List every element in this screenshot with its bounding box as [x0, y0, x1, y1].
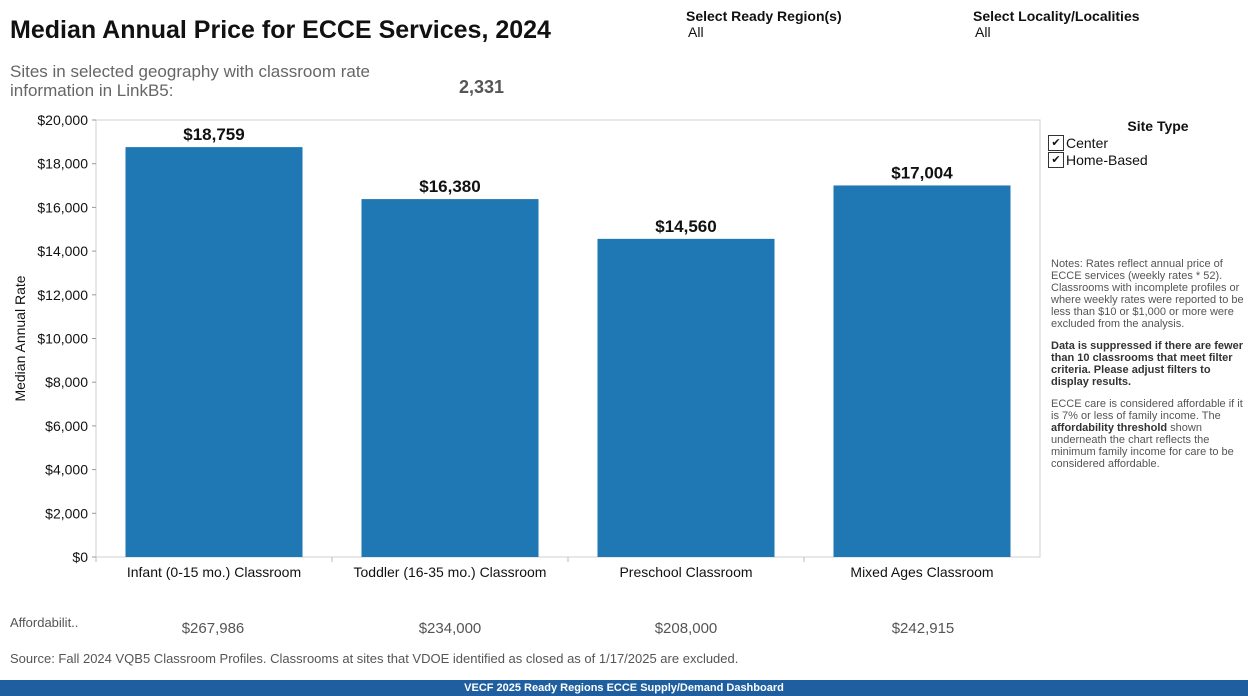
bar-chart: $0 $2,000 $4,000 $6,000 $8,000 $10,000 $12,000… — [12, 112, 1041, 580]
dashboard-footer: VECF 2025 Ready Regions ECCE Supply/Dema… — [0, 680, 1248, 696]
x-axis: Infant (0-15 mo.) Classroom Toddler (16-3… — [95, 557, 994, 580]
affordability-label: Affordabilit.. — [10, 615, 79, 630]
legend-item-home-based[interactable]: ✔ Home-Based — [1048, 152, 1238, 168]
locality-filter-value[interactable]: All — [975, 24, 991, 40]
legend-item-label: Home-Based — [1066, 152, 1148, 168]
region-filter-value[interactable]: All — [688, 24, 704, 40]
site-type-legend: Site Type ✔ Center ✔ Home-Based — [1048, 118, 1238, 168]
bar[interactable] — [125, 147, 303, 557]
locality-filter-label: Select Locality/Localities — [973, 8, 1140, 24]
bar-value-label: $14,560 — [655, 217, 716, 236]
notes-panel: Notes: Rates reflect annual price of ECC… — [1051, 258, 1247, 480]
affordability-value: $234,000 — [418, 620, 482, 637]
legend-item-center[interactable]: ✔ Center — [1048, 135, 1238, 151]
affordability-value: $242,915 — [891, 620, 955, 637]
affordability-value: $208,000 — [654, 620, 718, 637]
x-tick-label: Preschool Classroom — [619, 564, 752, 580]
bar-value-label: $17,004 — [891, 163, 953, 182]
y-tick-label: $4,000 — [45, 462, 88, 478]
bar[interactable] — [833, 185, 1011, 558]
y-tick-label: $8,000 — [45, 374, 88, 390]
region-filter-label: Select Ready Region(s) — [686, 8, 842, 24]
page-title: Median Annual Price for ECCE Services, 2… — [10, 16, 551, 44]
y-tick-label: $12,000 — [37, 287, 88, 303]
y-tick-label: $10,000 — [37, 331, 88, 347]
affordability-value: $267,986 — [181, 620, 245, 637]
x-tick-label: Infant (0-15 mo.) Classroom — [127, 564, 301, 580]
legend-item-label: Center — [1066, 135, 1109, 151]
notes-rates: Notes: Rates reflect annual price of ECC… — [1051, 258, 1244, 330]
y-tick-label: $14,000 — [37, 243, 88, 259]
bars: $18,759 $16,380 $14,560 $17,004 — [125, 125, 1011, 558]
y-tick-label: $0 — [72, 549, 88, 565]
y-axis: $0 $2,000 $4,000 $6,000 $8,000 $10,000 $12,000… — [12, 112, 1041, 565]
checkbox-check-icon[interactable]: ✔ — [1048, 152, 1064, 168]
bar[interactable] — [361, 199, 539, 558]
y-tick-label: $18,000 — [37, 156, 88, 172]
y-tick-label: $6,000 — [45, 418, 88, 434]
y-tick-label: $16,000 — [37, 199, 88, 215]
notes-suppression: Data is suppressed if there are fewer th… — [1051, 340, 1243, 388]
x-tick-label: Toddler (16-35 mo.) Classroom — [354, 564, 547, 580]
y-tick-label: $20,000 — [37, 112, 88, 128]
region-filter[interactable]: Select Ready Region(s) All — [686, 8, 842, 40]
checkbox-check-icon[interactable]: ✔ — [1048, 135, 1064, 151]
bar[interactable] — [597, 238, 775, 557]
bar-value-label: $16,380 — [419, 177, 480, 196]
legend-title: Site Type — [1127, 118, 1189, 134]
notes-affordability: ECCE care is considered affordable if it… — [1051, 398, 1243, 470]
sites-label: Sites in selected geography with classro… — [10, 62, 371, 100]
sites-count: 2,331 — [459, 77, 505, 97]
locality-filter[interactable]: Select Locality/Localities All — [973, 8, 1140, 40]
source-note: Source: Fall 2024 VQB5 Classroom Profile… — [10, 651, 739, 666]
x-tick-label: Mixed Ages Classroom — [850, 564, 993, 580]
y-axis-title: Median Annual Rate — [12, 275, 28, 401]
y-tick-label: $2,000 — [45, 505, 88, 521]
bar-value-label: $18,759 — [183, 125, 244, 144]
